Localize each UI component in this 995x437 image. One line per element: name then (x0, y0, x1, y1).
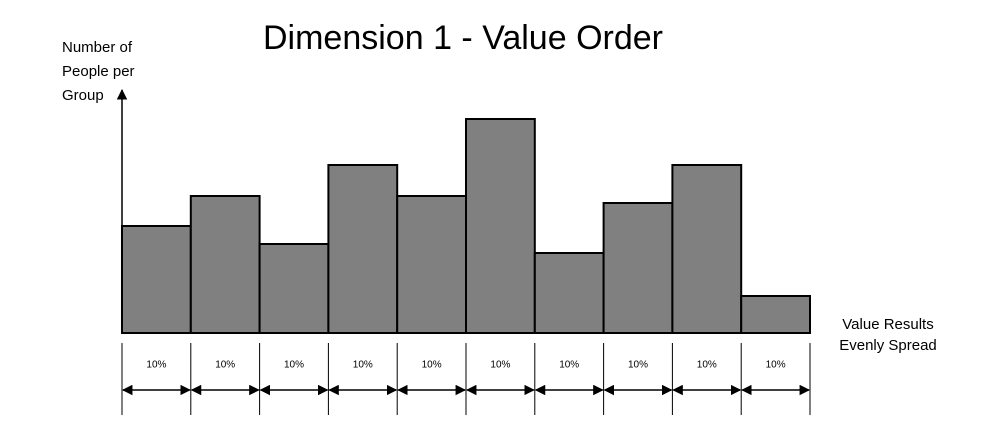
bar (258, 243, 330, 334)
x-tick-label: 10% (559, 360, 579, 371)
x-tick-label: 10% (628, 360, 648, 371)
y-axis-label: Number of (62, 39, 133, 56)
y-axis-label: Group (62, 87, 104, 104)
bar (121, 225, 192, 334)
x-axis-label: Evenly Spread (839, 337, 937, 354)
chart-title: Dimension 1 - Value Order (263, 19, 663, 57)
x-tick-label: 10% (697, 360, 717, 371)
bar (533, 252, 605, 334)
bar (671, 164, 743, 334)
x-tick-label: 10% (353, 360, 373, 371)
x-tick-label: 10% (215, 360, 235, 371)
bar (465, 118, 536, 334)
x-tick-label: 10% (766, 360, 786, 371)
x-axis-label: Value Results (842, 316, 933, 333)
bar (602, 202, 674, 334)
y-axis-label: People per (62, 63, 135, 80)
bar (740, 295, 812, 334)
x-tick-label: 10% (490, 360, 510, 371)
x-tick-label: 10% (422, 360, 442, 371)
x-tick-label: 10% (146, 360, 166, 371)
bar (189, 195, 261, 334)
x-tick-label: 10% (284, 360, 304, 371)
bar (327, 164, 399, 334)
bar (396, 195, 468, 334)
